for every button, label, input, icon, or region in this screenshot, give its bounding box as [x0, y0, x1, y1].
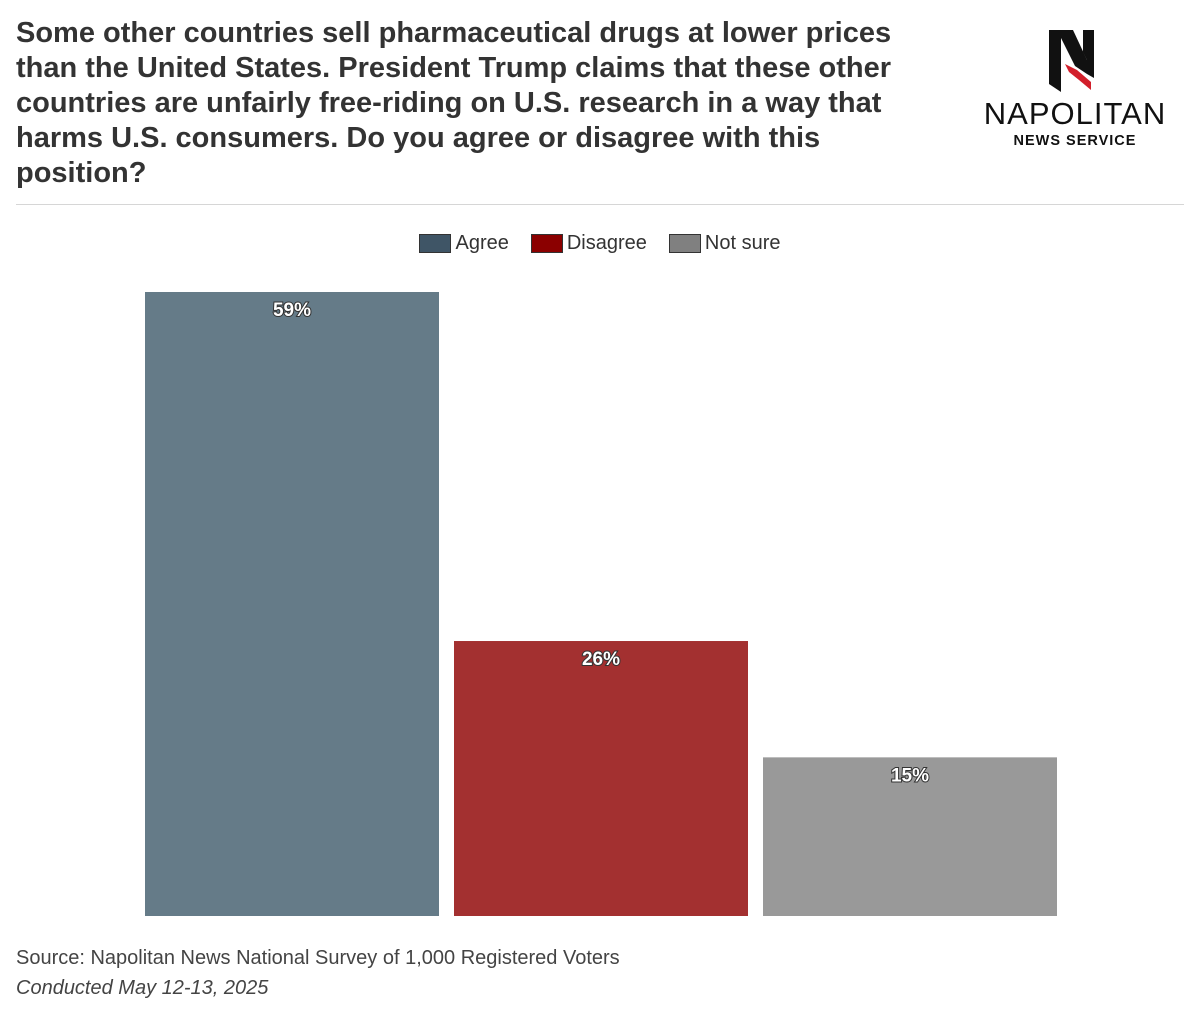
bar-not-sure[interactable] — [763, 757, 1057, 916]
chart-title: Some other countries sell pharmaceutical… — [16, 17, 892, 189]
title-divider — [16, 204, 1184, 205]
bar-agree[interactable] — [145, 292, 439, 916]
legend-swatch — [668, 233, 701, 253]
data-label-not-sure: 15% — [891, 765, 929, 786]
legend-swatch — [530, 233, 563, 253]
legend-swatch — [419, 233, 452, 253]
napolitan-eagle-n-logo-icon — [1049, 30, 1094, 92]
data-label-agree: 59% — [273, 300, 311, 321]
legend-label: Agree — [455, 231, 509, 254]
data-label-disagree: 26% — [582, 649, 620, 670]
logo-name: NAPOLITAN — [983, 96, 1167, 131]
legend-label: Not sure — [704, 231, 781, 254]
conducted-date: Conducted May 12-13, 2025 — [16, 977, 269, 999]
bar-disagree[interactable] — [454, 641, 748, 916]
bar-chart: 59% 26% 15% — [145, 292, 1057, 916]
legend-item-agree[interactable]: Agree — [419, 231, 509, 255]
legend-item-not-sure[interactable]: Not sure — [668, 231, 781, 255]
legend-label: Disagree — [566, 231, 647, 254]
source-note: Source: Napolitan News National Survey o… — [16, 947, 620, 969]
napolitan-logo: NAPOLITAN NEWS SERVICE — [972, 26, 1178, 156]
chart-legend: Agree Disagree Not sure — [0, 228, 1200, 258]
legend-item-disagree[interactable]: Disagree — [530, 231, 647, 255]
logo-subtitle: NEWS SERVICE — [1013, 133, 1137, 149]
